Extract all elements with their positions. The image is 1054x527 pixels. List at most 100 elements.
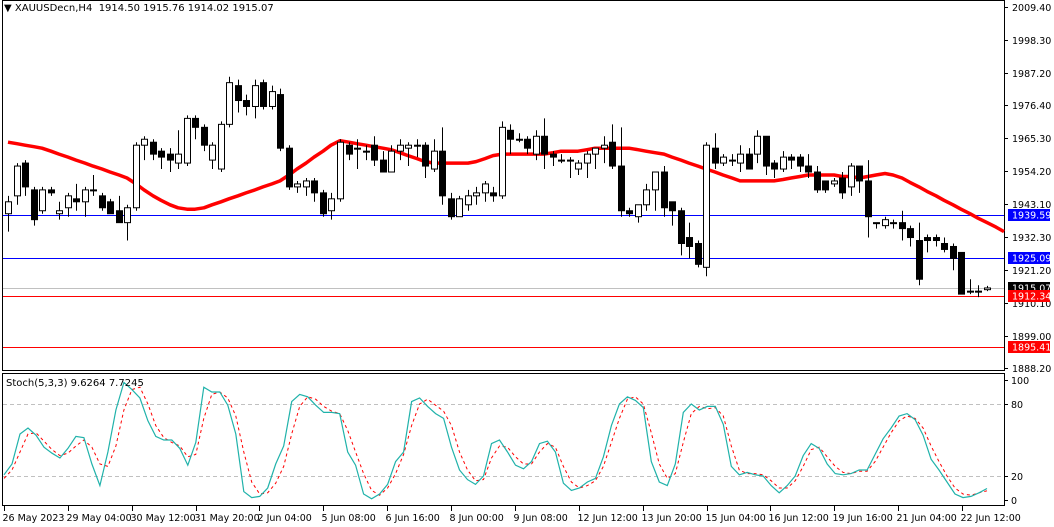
open-value: 1914.50 (98, 3, 141, 14)
time-tick-label: 15 Jun 04:00 (706, 513, 766, 524)
candle (652, 171, 659, 211)
price-tick-label: 1954.20 (1012, 167, 1051, 178)
candle (431, 139, 438, 173)
time-tick-label: 13 Jun 20:00 (642, 513, 702, 524)
chart-title-bar[interactable]: ▼ XAUUSDecn,H4 1914.50 1915.76 1914.02 1… (4, 3, 274, 14)
candle (328, 192, 335, 220)
candle (797, 154, 804, 173)
stoch-tick-label: 80 (1011, 400, 1023, 411)
candle (371, 136, 378, 167)
stoch-main-line (3, 381, 988, 500)
candle (873, 222, 880, 229)
resistance-2-label: 1925.09 (1008, 252, 1051, 265)
candle (22, 160, 29, 196)
price-tick-label: 1987.20 (1012, 69, 1051, 80)
candle (567, 157, 574, 178)
stoch-tick-label: 100 (1011, 376, 1029, 387)
candle (380, 151, 387, 173)
candle (226, 76, 233, 128)
candle (524, 136, 531, 155)
candle (720, 154, 727, 167)
high-value: 1915.76 (143, 3, 185, 14)
time-tick-label: 26 May 2023 (3, 513, 65, 524)
time-tick-label: 19 Jun 16:00 (833, 513, 893, 524)
price-tick-label: 1998.30 (1012, 36, 1051, 47)
candle (635, 204, 642, 223)
candle (609, 124, 616, 170)
candle (490, 186, 497, 202)
candle (184, 115, 191, 167)
candle (916, 222, 923, 286)
candle (907, 225, 914, 247)
candle (958, 251, 965, 295)
candle (601, 136, 608, 164)
candle (448, 192, 455, 220)
candlesticks (5, 76, 991, 298)
candle (56, 201, 63, 220)
candle (678, 207, 685, 256)
price-tick-label: 1932.30 (1012, 233, 1051, 244)
candle (507, 124, 514, 155)
candle (388, 145, 395, 173)
candle (218, 121, 225, 173)
stochastic-axis: 100 80 20 0 (1004, 376, 1029, 507)
horizontal-levels (3, 215, 1004, 348)
price-tick-label: 1921.20 (1012, 266, 1051, 277)
candle (933, 234, 940, 247)
resistance-1-label: 1939.59 (1008, 209, 1051, 222)
candle (99, 192, 106, 211)
candle (422, 142, 429, 178)
price-pane-frame (2, 0, 1005, 371)
candle (890, 219, 897, 229)
candle (14, 163, 21, 205)
candle (337, 139, 344, 202)
candle (754, 130, 761, 164)
candle (209, 142, 216, 170)
candle (473, 186, 480, 205)
time-tick-label: 22 Jun 12:00 (961, 513, 1021, 524)
candle (967, 279, 974, 295)
candle (167, 148, 174, 173)
candle (243, 94, 250, 116)
candle (575, 160, 582, 175)
candle (839, 172, 846, 199)
candle (311, 177, 318, 202)
candle (303, 177, 310, 196)
stoch-tick-label: 20 (1011, 472, 1023, 483)
candle (831, 177, 838, 187)
candle (107, 198, 114, 215)
candle (788, 154, 795, 170)
candle (363, 145, 370, 161)
price-axis: 2009.40 1998.30 1987.20 1976.40 1965.30 1954.… (1004, 3, 1051, 375)
time-tick-label: 12 Jun 12:00 (578, 513, 638, 524)
candle (516, 133, 523, 143)
stoch-tick-label: 0 (1011, 496, 1017, 507)
candle (856, 165, 863, 193)
candle (899, 210, 906, 241)
price-tick-label: 1976.40 (1012, 101, 1051, 112)
candle (771, 160, 778, 178)
candle (320, 189, 327, 217)
candle (558, 154, 565, 164)
candle (456, 195, 463, 218)
candle (482, 180, 489, 202)
triangle-down-icon[interactable]: ▼ (4, 3, 12, 14)
candle (882, 216, 889, 229)
candle (763, 135, 770, 175)
candle (175, 130, 182, 170)
candle (550, 151, 557, 167)
symbol-label: XAUUSDecn,H4 (14, 3, 93, 14)
candle (729, 154, 736, 167)
candle (31, 186, 38, 226)
price-tick-label: 2009.40 (1012, 3, 1051, 14)
price-tick-label: 1899.00 (1012, 332, 1051, 343)
candle (116, 195, 123, 224)
candle (73, 183, 80, 211)
candle (150, 139, 157, 161)
candle (201, 124, 208, 152)
close-value: 1915.07 (232, 3, 274, 14)
candle (397, 139, 404, 161)
candle (661, 166, 668, 217)
indicator-pane-frame (2, 373, 1005, 506)
